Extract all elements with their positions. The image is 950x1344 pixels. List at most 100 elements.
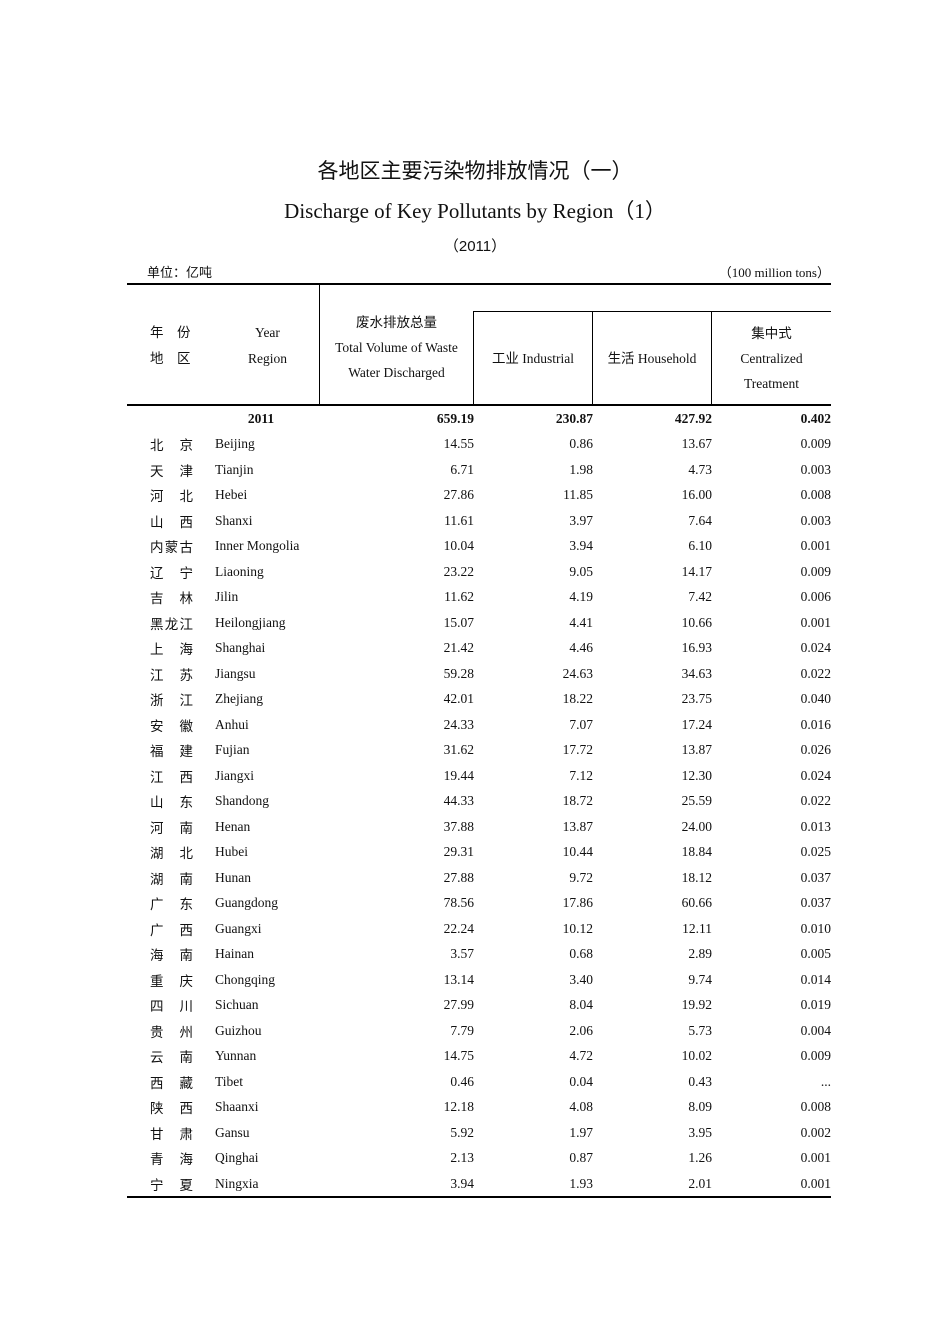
region-cn: 辽宁 — [150, 565, 193, 581]
region-cn-cell: 山东 — [127, 789, 215, 815]
household-value: 1.26 — [688, 1150, 712, 1166]
industrial-value: 2.06 — [569, 1022, 593, 1038]
household-value: 24.00 — [681, 818, 712, 834]
region-cn: 江西 — [150, 769, 193, 785]
region-cn-cell: 北京 — [127, 432, 215, 458]
table-row: 黑龙江 Heilongjiang 15.07 4.41 10.66 0.001 — [127, 610, 831, 636]
industrial-value: 1.98 — [569, 461, 593, 477]
household-value: 2.89 — [688, 946, 712, 962]
header-region-cn: 地 区 — [150, 351, 191, 366]
region-cn-cell: 安徽 — [127, 712, 215, 738]
table-row: 海南 Hainan 3.57 0.68 2.89 0.005 — [127, 942, 831, 968]
centralized-value: 0.001 — [800, 1175, 831, 1191]
centralized-value: 0.009 — [800, 563, 831, 579]
table-row: 天津 Tianjin 6.71 1.98 4.73 0.003 — [127, 457, 831, 483]
region-cn-cell: 宁夏 — [127, 1171, 215, 1197]
household-value: 17.24 — [681, 716, 712, 732]
region-cn-cell: 云南 — [127, 1044, 215, 1070]
region-en: Gansu — [215, 1124, 250, 1140]
header-centralized-cn: 集中式 — [751, 326, 792, 341]
region-en: Shaanxi — [215, 1099, 259, 1115]
total-total: 659.19 — [436, 410, 474, 426]
household-value: 0.43 — [688, 1073, 712, 1089]
region-en: Tibet — [215, 1073, 244, 1089]
industrial-value: 8.04 — [569, 997, 593, 1013]
household-value: 6.10 — [688, 538, 712, 554]
centralized-value: 0.001 — [800, 614, 831, 630]
household-value: 34.63 — [681, 665, 712, 681]
table-row: 广东 Guangdong 78.56 17.86 60.66 0.037 — [127, 891, 831, 917]
region-en: Ningxia — [215, 1175, 259, 1191]
household-value: 7.42 — [688, 589, 712, 605]
total-value: 14.75 — [443, 1048, 474, 1064]
centralized-value: 0.022 — [800, 793, 831, 809]
table-row: 辽宁 Liaoning 23.22 9.05 14.17 0.009 — [127, 559, 831, 585]
region-cn-cell: 江西 — [127, 763, 215, 789]
table-row: 云南 Yunnan 14.75 4.72 10.02 0.009 — [127, 1044, 831, 1070]
bottom-rule — [127, 1196, 831, 1198]
total-centralized: 0.402 — [800, 410, 831, 426]
industrial-value: 0.86 — [569, 436, 593, 452]
household-value: 5.73 — [688, 1022, 712, 1038]
region-cn: 内蒙古 — [150, 540, 193, 556]
data-table: 2011 659.19 230.87 427.92 0.402 北京 Beijin… — [127, 406, 831, 1197]
region-cn: 湖北 — [150, 846, 193, 862]
industrial-value: 3.94 — [569, 538, 593, 554]
household-value: 60.66 — [681, 895, 712, 911]
top-rule — [127, 283, 831, 285]
region-cn-cell: 天津 — [127, 457, 215, 483]
header-total-en-1: Total Volume of Waste — [335, 340, 458, 355]
divider — [473, 311, 474, 405]
total-value: 7.79 — [450, 1022, 474, 1038]
region-cn: 宁夏 — [150, 1177, 193, 1193]
household-value: 7.64 — [688, 512, 712, 528]
centralized-value: 0.001 — [800, 1150, 831, 1166]
table-row: 湖南 Hunan 27.88 9.72 18.12 0.037 — [127, 865, 831, 891]
region-cn-cell: 四川 — [127, 993, 215, 1019]
household-value: 3.95 — [688, 1124, 712, 1140]
centralized-value: 0.026 — [800, 742, 831, 758]
table-row: 西藏 Tibet 0.46 0.04 0.43... — [127, 1069, 831, 1095]
total-value: 0.46 — [450, 1073, 474, 1089]
region-en: Hainan — [215, 946, 254, 962]
region-cn: 西藏 — [150, 1075, 193, 1091]
industrial-value: 7.07 — [569, 716, 593, 732]
total-value: 10.04 — [443, 538, 474, 554]
total-value: 12.18 — [443, 1099, 474, 1115]
total-value: 24.33 — [443, 716, 474, 732]
region-cn: 吉林 — [150, 591, 193, 607]
industrial-value: 1.93 — [569, 1175, 593, 1191]
centralized-value: 0.008 — [800, 1099, 831, 1115]
household-value: 8.09 — [688, 1099, 712, 1115]
header-centralized-en-1: Centralized — [740, 351, 803, 366]
centralized-value: 0.010 — [800, 920, 831, 936]
centralized-value: 0.040 — [800, 691, 831, 707]
table-row: 江西 Jiangxi 19.44 7.12 12.30 0.024 — [127, 763, 831, 789]
total-value: 2.13 — [450, 1150, 474, 1166]
industrial-value: 24.63 — [562, 665, 593, 681]
region-cn: 四川 — [150, 999, 193, 1015]
region-cn: 云南 — [150, 1050, 193, 1066]
industrial-value: 10.12 — [562, 920, 593, 936]
region-cn: 重庆 — [150, 973, 193, 989]
total-value: 31.62 — [443, 742, 474, 758]
region-cn-cell: 甘肃 — [127, 1120, 215, 1146]
industrial-value: 4.72 — [569, 1048, 593, 1064]
region-cn: 江苏 — [150, 667, 193, 683]
centralized-value: 0.002 — [800, 1124, 831, 1140]
table-row: 山东 Shandong 44.33 18.72 25.59 0.022 — [127, 789, 831, 815]
table-row: 河北 Hebei 27.86 11.85 16.00 0.008 — [127, 483, 831, 509]
region-en: Hebei — [215, 487, 248, 503]
total-value: 19.44 — [443, 767, 474, 783]
region-cn: 河南 — [150, 820, 193, 836]
total-value: 3.57 — [450, 946, 474, 962]
total-value: 23.22 — [443, 563, 474, 579]
region-cn-cell: 黑龙江 — [127, 610, 215, 636]
unit-chinese: 单位：亿吨 — [147, 265, 213, 280]
centralized-value: 0.003 — [800, 461, 831, 477]
region-cn: 广东 — [150, 897, 193, 913]
total-value: 29.31 — [443, 844, 474, 860]
industrial-value: 1.97 — [569, 1124, 593, 1140]
total-value: 27.99 — [443, 997, 474, 1013]
region-en: Zhejiang — [215, 691, 263, 707]
